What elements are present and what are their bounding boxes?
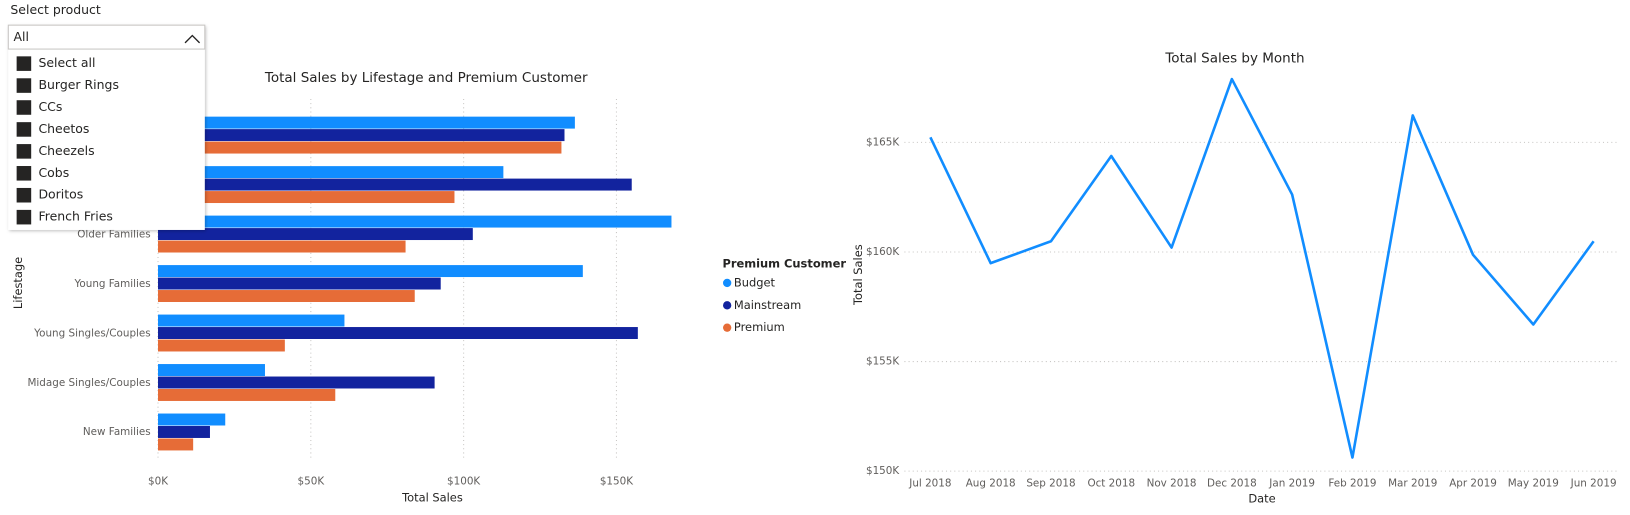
checkbox[interactable]: [16, 209, 32, 225]
legend-label[interactable]: Premium: [734, 320, 785, 334]
legend-title: Premium Customer: [722, 257, 846, 271]
x-tick-label: Feb 2019: [1328, 478, 1376, 490]
bar: [158, 389, 336, 401]
bar: [158, 413, 226, 426]
checkbox[interactable]: [16, 78, 32, 93]
x-tick-label: Nov 2018: [1147, 478, 1197, 490]
checkbox[interactable]: [16, 100, 32, 115]
x-axis-title: Date: [1248, 492, 1275, 506]
y-tick-label: $160K: [866, 246, 900, 258]
y-tick-label: $150K: [866, 465, 900, 477]
y-tick-label: New Families: [83, 426, 151, 438]
y-tick-label: Young Singles/Couples: [33, 327, 151, 339]
y-tick-label: Midage Singles/Couples: [27, 377, 150, 389]
checkbox[interactable]: [16, 56, 32, 71]
slicer-item[interactable]: Cheetos: [38, 121, 89, 136]
slicer-item[interactable]: Cheezels: [38, 143, 94, 158]
x-tick-label: Mar 2019: [1388, 478, 1437, 490]
slicer-item[interactable]: Cobs: [38, 165, 69, 180]
slicer-item[interactable]: Burger Rings: [38, 77, 118, 92]
x-tick-label: $100K: [447, 476, 481, 488]
slicer-item[interactable]: Select all: [38, 55, 95, 70]
y-axis-title: Total Sales: [851, 244, 865, 306]
x-tick-label: $150K: [600, 476, 634, 488]
legend-label[interactable]: Budget: [734, 275, 776, 289]
checkbox[interactable]: [16, 144, 32, 159]
checkbox[interactable]: [16, 166, 32, 181]
bar: [158, 178, 632, 191]
x-tick-label: May 2019: [1508, 478, 1559, 490]
bar: [158, 228, 473, 241]
bar: [158, 141, 562, 154]
x-tick-label: Aug 2018: [966, 478, 1016, 490]
x-tick-label: Jan 2019: [1268, 478, 1315, 490]
sales-line: [929, 77, 1595, 459]
legend-marker[interactable]: [723, 323, 732, 332]
y-tick-label: $155K: [866, 356, 900, 368]
bar: [158, 116, 575, 129]
chevron-icon[interactable]: [184, 34, 201, 44]
slicer-item[interactable]: French Fries: [38, 209, 112, 224]
bar: [158, 277, 441, 290]
legend-marker[interactable]: [723, 301, 732, 310]
bar: [158, 426, 210, 438]
y-tick-label: Young Families: [73, 278, 150, 290]
slicer-selected: All: [14, 29, 29, 44]
bar: [158, 376, 435, 389]
slicer-header[interactable]: [7, 24, 206, 50]
legend-label[interactable]: Mainstream: [734, 298, 801, 312]
y-axis-title: Lifestage: [11, 257, 25, 309]
bar: [158, 327, 638, 339]
x-tick-label: Jun 2019: [1570, 478, 1617, 490]
bar: [158, 314, 345, 327]
x-tick-label: Apr 2019: [1449, 478, 1497, 490]
legend-marker[interactable]: [723, 278, 732, 288]
slicer-item[interactable]: Doritos: [38, 187, 83, 202]
x-tick-label: $0K: [148, 476, 169, 488]
bar: [158, 215, 672, 228]
bar: [158, 129, 565, 142]
bar: [158, 364, 265, 377]
x-tick-label: Jul 2018: [908, 478, 951, 490]
x-tick-label: $50K: [298, 476, 326, 488]
slicer-title: Select product: [10, 2, 100, 17]
x-tick-label: Sep 2018: [1026, 478, 1075, 490]
bar: [158, 166, 504, 179]
chart-title: Total Sales by Lifestage and Premium Cus…: [264, 70, 588, 86]
bar: [158, 265, 583, 278]
bar: [158, 240, 406, 253]
x-tick-label: Oct 2018: [1087, 478, 1135, 490]
bar: [158, 191, 455, 204]
slicer-item[interactable]: CCs: [38, 99, 62, 114]
x-tick-label: Dec 2018: [1207, 478, 1257, 490]
charts: Total Sales by Lifestage and Premium Cus…: [11, 50, 1620, 506]
product-slicer[interactable]: Select product All Select all Burger Ring…: [7, 2, 206, 230]
checkbox[interactable]: [16, 187, 32, 203]
y-tick-label: $165K: [866, 136, 900, 148]
chart-title: Total Sales by Month: [1164, 50, 1304, 66]
slicer-dropdown: [8, 25, 205, 230]
y-tick-label: Older Families: [77, 228, 150, 240]
bar: [158, 290, 415, 302]
checkbox[interactable]: [16, 122, 32, 137]
bar: [158, 339, 285, 352]
x-axis-title: Total Sales: [401, 491, 463, 505]
bar: [158, 438, 194, 451]
